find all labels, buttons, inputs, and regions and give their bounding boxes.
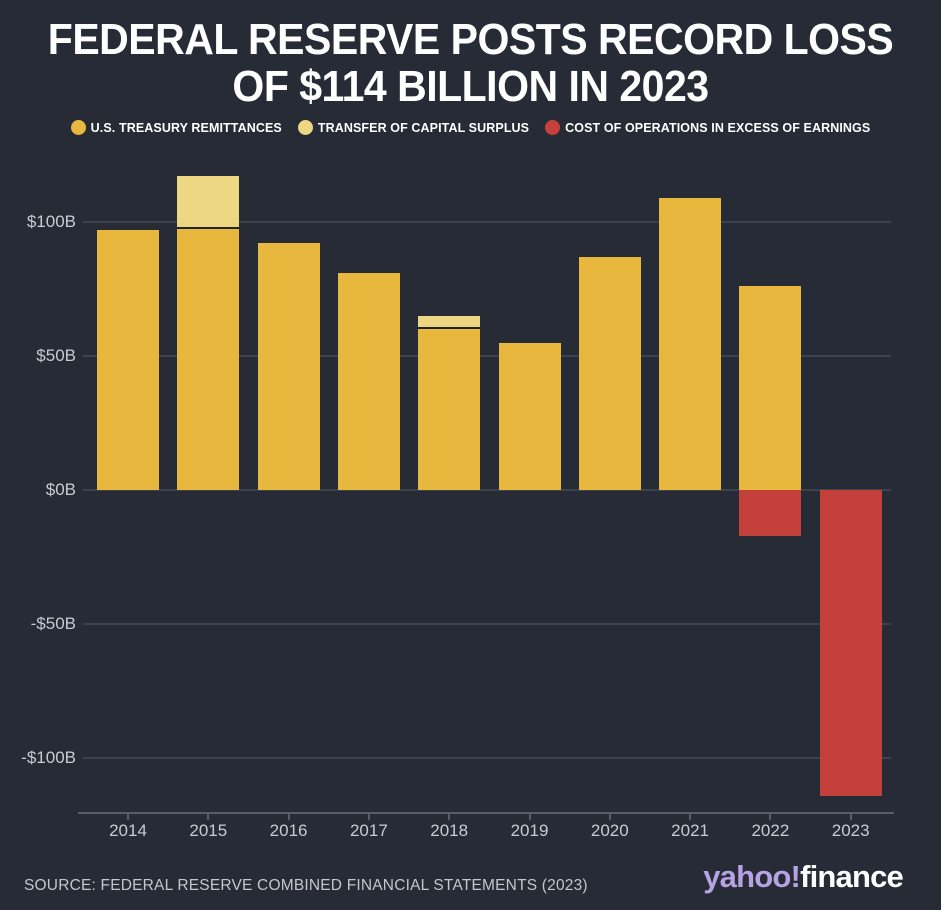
- y-axis-label--100: -$100B: [21, 748, 76, 767]
- x-axis-tick-2015: [207, 813, 210, 820]
- bar-cost-excess-2022: [739, 490, 802, 536]
- legend-dot-icon: [545, 120, 561, 135]
- legend-dot-icon: [70, 120, 86, 135]
- y-axis-label-0: $0B: [45, 480, 76, 499]
- bar-remittances-2018: [418, 326, 481, 490]
- gridline-100: [83, 221, 891, 223]
- y-axis-label--50: -$50B: [30, 614, 76, 633]
- legend-item-2: COST OF OPERATIONS IN EXCESS OF EARNINGS: [545, 120, 870, 135]
- x-axis-tick-2017: [367, 813, 370, 820]
- x-axis-label-2015: 2015: [189, 821, 228, 840]
- x-axis-label-2016: 2016: [269, 821, 308, 840]
- bar-cost-excess-2023: [819, 490, 882, 796]
- bar-remittances-2016: [257, 243, 320, 490]
- x-axis-tick-2019: [528, 813, 531, 820]
- x-axis-label-2019: 2019: [510, 821, 549, 840]
- page-title-line-2: OF $114 BILLION IN 2023: [232, 61, 709, 111]
- x-axis-label-2020: 2020: [590, 821, 629, 840]
- x-axis-label-2021: 2021: [671, 821, 709, 840]
- x-axis-label-2022: 2022: [751, 821, 790, 840]
- bar-remittances-2022: [739, 286, 802, 490]
- bar-capital-surplus-2015: [177, 176, 240, 228]
- legend: U.S. TREASURY REMITTANCES TRANSFER OF CAP…: [0, 120, 941, 135]
- legend-item-0: U.S. TREASURY REMITTANCES: [70, 120, 282, 135]
- bar-remittances-2019: [498, 342, 561, 490]
- bar-remittances-2014: [97, 230, 159, 490]
- source-note: SOURCE: FEDERAL RESERVE COMBINED FINANCI…: [24, 877, 588, 894]
- x-axis-tick-2020: [608, 813, 611, 820]
- legend-label: U.S. TREASURY REMITTANCES: [90, 120, 282, 135]
- page-title: FEDERAL RESERVE POSTS RECORD LOSS OF $11…: [0, 16, 941, 109]
- legend-label: COST OF OPERATIONS IN EXCESS OF EARNINGS: [565, 120, 871, 135]
- x-axis-label-2014: 2014: [109, 821, 147, 840]
- x-axis-tick-2016: [287, 813, 290, 820]
- page-title-line-1: FEDERAL RESERVE POSTS RECORD LOSS: [47, 14, 894, 64]
- y-axis-label-100: $100B: [26, 212, 76, 231]
- x-axis-tick-2014: [127, 813, 129, 820]
- y-axis-label-50: $50B: [36, 346, 76, 365]
- bar-capital-surplus-2018: [418, 315, 481, 327]
- x-axis-tick-2023: [849, 813, 852, 820]
- legend-label: TRANSFER OF CAPITAL SURPLUS: [317, 120, 530, 135]
- bar-remittances-2017: [337, 272, 400, 490]
- yahoo-wordmark: yahoo!: [703, 859, 801, 894]
- x-axis-tick-2022: [769, 813, 772, 820]
- bar-remittances-2020: [578, 256, 641, 490]
- x-axis-label-2017: 2017: [349, 821, 388, 840]
- finance-wordmark: finance: [800, 859, 904, 894]
- yahoo-finance-logo: yahoo!finance: [703, 859, 904, 895]
- x-axis-tick-2018: [448, 813, 451, 820]
- x-axis-label-2023: 2023: [831, 821, 870, 840]
- gridline--50: [83, 623, 891, 625]
- gridline--100: [83, 757, 891, 759]
- gridline-0: [83, 489, 891, 491]
- bar-remittances-2021: [659, 197, 722, 490]
- legend-dot-icon: [297, 120, 313, 135]
- gridline-50: [83, 355, 891, 357]
- x-axis-line: [78, 812, 894, 814]
- x-axis-label-2018: 2018: [430, 821, 469, 840]
- legend-item-1: TRANSFER OF CAPITAL SURPLUS: [297, 120, 530, 135]
- x-axis-tick-2021: [689, 813, 692, 820]
- bar-remittances-2015: [177, 227, 240, 490]
